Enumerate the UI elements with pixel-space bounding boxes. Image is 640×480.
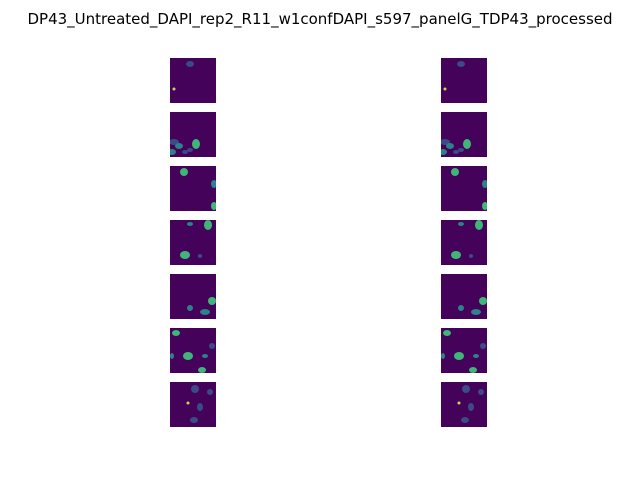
cell-nucleus (462, 385, 470, 393)
image-tile-left-4 (170, 220, 216, 265)
image-tile-left-7 (170, 382, 216, 427)
tile-background (170, 166, 216, 211)
cell-nucleus (451, 251, 461, 259)
cell-nucleus (186, 61, 194, 67)
cell-nucleus (478, 389, 484, 395)
image-tile-right-4 (441, 220, 487, 265)
cell-nucleus (183, 352, 193, 360)
cell-nucleus (471, 309, 481, 315)
image-tile-right-5 (441, 274, 487, 319)
cell-nucleus (208, 297, 216, 305)
cell-nucleus (170, 353, 174, 359)
cell-nucleus (187, 222, 193, 226)
image-tile-graphic (170, 382, 216, 427)
cell-nucleus (461, 417, 469, 423)
tile-background (170, 112, 216, 157)
cell-nucleus (191, 385, 199, 393)
cell-nucleus (172, 87, 176, 91)
image-tile-graphic (441, 274, 487, 319)
cell-nucleus (443, 330, 451, 336)
cell-nucleus (172, 330, 180, 336)
cell-nucleus (198, 254, 202, 258)
image-tile-right-7 (441, 382, 487, 427)
image-tile-graphic (441, 220, 487, 265)
image-tile-graphic (441, 58, 487, 103)
cell-nucleus (441, 149, 447, 155)
image-tile-right-1 (441, 58, 487, 103)
cell-nucleus (202, 354, 208, 358)
cell-nucleus (204, 220, 212, 230)
cell-nucleus (198, 367, 206, 373)
cell-nucleus (170, 149, 176, 155)
image-tile-right-2 (441, 112, 487, 157)
cell-nucleus (209, 343, 215, 349)
cell-nucleus (458, 305, 464, 311)
cell-nucleus (469, 367, 477, 373)
cell-nucleus (190, 417, 198, 423)
image-tile-graphic (170, 58, 216, 103)
cell-nucleus (180, 251, 190, 259)
cell-nucleus (187, 148, 193, 152)
cell-nucleus (457, 61, 465, 67)
tile-background (441, 166, 487, 211)
cell-nucleus (197, 403, 203, 411)
image-tile-graphic (170, 112, 216, 157)
cell-nucleus (480, 343, 486, 349)
image-tile-graphic (441, 382, 487, 427)
cell-nucleus (180, 168, 188, 176)
cell-nucleus (482, 180, 487, 188)
image-tile-right-3 (441, 166, 487, 211)
cell-nucleus (192, 139, 200, 149)
image-tile-graphic (441, 166, 487, 211)
cell-nucleus (211, 180, 216, 188)
cell-nucleus (482, 202, 487, 210)
cell-nucleus (186, 401, 190, 405)
figure-title: DP43_Untreated_DAPI_rep2_R11_w1confDAPI_… (27, 10, 613, 28)
cell-nucleus (443, 87, 447, 91)
cell-nucleus (479, 297, 487, 305)
image-tile-graphic (170, 220, 216, 265)
cell-nucleus (175, 143, 183, 149)
image-tile-left-6 (170, 328, 216, 373)
cell-nucleus (473, 354, 479, 358)
cell-nucleus (200, 309, 210, 315)
cell-nucleus (469, 254, 473, 258)
cell-nucleus (454, 352, 464, 360)
image-tile-graphic (441, 112, 487, 157)
cell-nucleus (458, 148, 464, 152)
image-tile-graphic (441, 328, 487, 373)
image-tile-left-2 (170, 112, 216, 157)
image-tile-left-3 (170, 166, 216, 211)
cell-nucleus (457, 401, 461, 405)
cell-nucleus (211, 202, 216, 210)
cell-nucleus (451, 168, 459, 176)
cell-nucleus (207, 389, 213, 395)
image-tile-right-6 (441, 328, 487, 373)
cell-nucleus (446, 143, 454, 149)
image-tile-left-1 (170, 58, 216, 103)
cell-nucleus (170, 139, 179, 145)
image-tile-graphic (170, 328, 216, 373)
cell-nucleus (441, 139, 450, 145)
image-tile-graphic (170, 274, 216, 319)
cell-nucleus (468, 403, 474, 411)
tile-background (441, 112, 487, 157)
cell-nucleus (441, 353, 445, 359)
cell-nucleus (187, 305, 193, 311)
cell-nucleus (475, 220, 483, 230)
cell-nucleus (458, 222, 464, 226)
cell-nucleus (453, 150, 459, 154)
cell-nucleus (463, 139, 471, 149)
cell-nucleus (182, 150, 188, 154)
image-tile-left-5 (170, 274, 216, 319)
image-tile-graphic (170, 166, 216, 211)
